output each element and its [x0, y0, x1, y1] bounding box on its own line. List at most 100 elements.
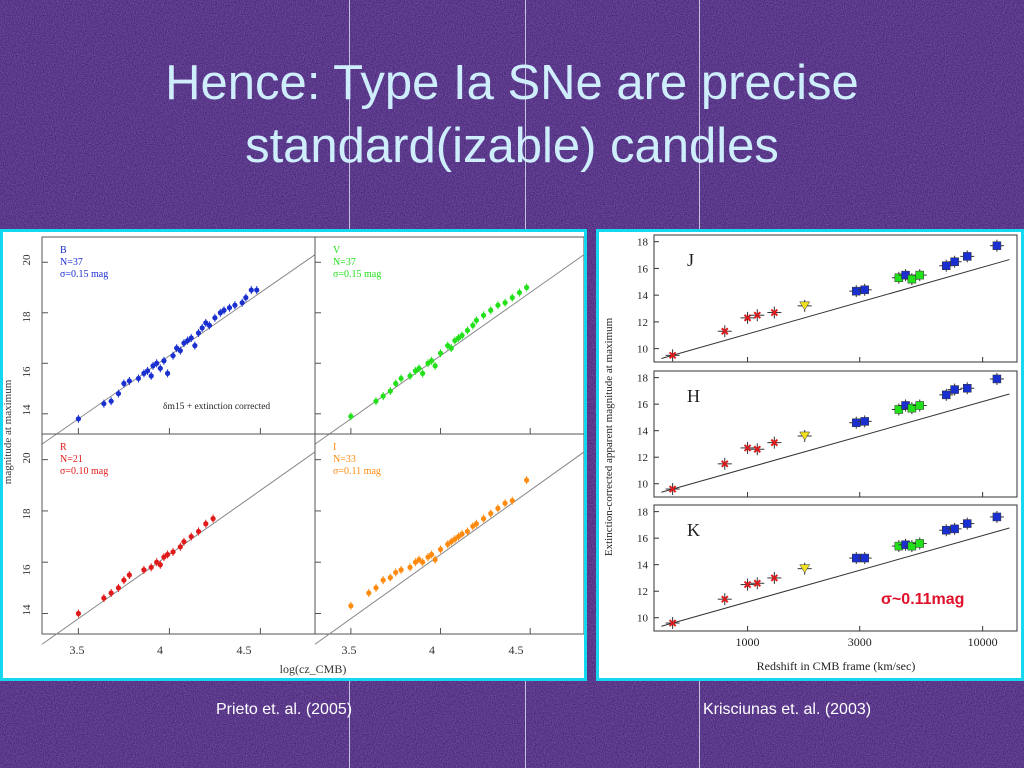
data-point-B — [181, 340, 187, 346]
data-point-I — [452, 536, 458, 542]
panel-label-I: I — [333, 442, 336, 453]
data-point-I — [448, 539, 454, 545]
data-point-V — [524, 284, 530, 291]
data-point-V — [407, 373, 413, 379]
data-point-B — [108, 398, 114, 404]
y-tick-label: 18 — [637, 507, 649, 519]
data-point-V — [398, 375, 404, 382]
data-point-V — [480, 312, 487, 318]
panel-n-I: N=33 — [333, 454, 356, 465]
data-point-V — [495, 302, 501, 308]
data-point-R — [161, 554, 167, 560]
panel-label-K: K — [687, 520, 700, 540]
data-point-H — [950, 385, 959, 394]
y-tick-label: 18 — [21, 311, 33, 323]
data-point-H — [992, 374, 1002, 384]
data-point-V — [416, 365, 422, 371]
data-point-I — [425, 554, 431, 560]
data-point-I — [509, 498, 515, 504]
data-point-K — [753, 579, 761, 587]
y-tick-label: 18 — [637, 373, 649, 385]
y-tick-label: 18 — [637, 237, 649, 249]
data-point-I — [459, 531, 465, 537]
data-point-B — [148, 373, 154, 379]
y-tick-label: 14 — [21, 404, 33, 416]
data-point-H — [941, 390, 951, 400]
data-point-I — [495, 505, 501, 511]
data-point-R — [177, 544, 183, 550]
data-point-I — [464, 528, 471, 535]
data-point-J — [668, 351, 677, 360]
data-point-I — [398, 567, 404, 573]
y-tick-label: 18 — [21, 508, 33, 520]
data-point-B — [115, 390, 122, 397]
panel-label-J: J — [687, 250, 694, 270]
data-point-R — [157, 562, 163, 568]
data-point-J — [962, 252, 972, 261]
x-axis-label: Redshift in CMB frame (km/sec) — [757, 659, 916, 673]
x-tick-label: 4.5 — [509, 643, 524, 657]
data-point-V — [473, 317, 479, 323]
data-point-J — [770, 308, 779, 317]
y-tick-label: 10 — [637, 479, 649, 491]
data-point-I — [445, 541, 451, 547]
x-tick-label: 3000 — [848, 635, 872, 649]
data-point-K — [721, 595, 729, 603]
data-point-I — [412, 559, 419, 565]
data-point-B — [195, 330, 202, 336]
data-point-J — [743, 314, 752, 322]
data-point-B — [170, 353, 176, 359]
panel-label-B: B — [60, 245, 67, 256]
title-line-2: standard(izable) candles — [245, 119, 779, 173]
data-point-H — [668, 485, 677, 493]
data-point-V — [464, 327, 471, 334]
x-tick-label: 10000 — [968, 635, 998, 649]
data-point-H — [962, 383, 972, 393]
data-point-V — [459, 332, 465, 339]
data-point-V — [509, 295, 515, 301]
data-point-R — [164, 551, 171, 558]
data-point-B — [188, 335, 194, 341]
data-point-B — [212, 315, 218, 321]
data-point-I — [420, 559, 426, 565]
x-tick-label: 1000 — [736, 635, 760, 649]
data-point-B — [126, 378, 132, 384]
data-point-I — [380, 577, 386, 583]
panel-n-V: N=37 — [333, 257, 356, 268]
data-point-H — [852, 418, 861, 427]
data-point-I — [373, 585, 379, 591]
data-point-B — [248, 287, 254, 293]
data-point-I — [393, 569, 399, 576]
data-point-B — [101, 401, 107, 407]
data-point-B — [135, 375, 142, 382]
panel-sigma-I: σ=0.11 mag — [333, 466, 381, 477]
data-point-B — [226, 305, 233, 311]
y-tick-label: 16 — [21, 366, 33, 378]
data-point-B — [185, 337, 191, 344]
data-point-J — [721, 327, 729, 335]
data-point-J — [915, 270, 924, 280]
data-point-I — [502, 500, 508, 506]
data-point-I — [348, 603, 354, 609]
data-point-I — [407, 564, 413, 570]
data-point-K — [799, 564, 811, 574]
data-point-V — [420, 370, 426, 376]
data-point-R — [154, 559, 160, 565]
data-point-H — [915, 401, 924, 410]
correction-note: δm15 + extinction corrected — [163, 402, 270, 412]
x-tick-label: 4 — [429, 643, 435, 657]
data-point-J — [907, 274, 917, 284]
data-point-R — [141, 567, 147, 573]
x-tick-label: 3.5 — [70, 643, 85, 657]
data-point-R — [195, 528, 202, 535]
y-tick-label: 16 — [637, 399, 649, 411]
y-tick-label: 20 — [21, 452, 33, 464]
data-point-V — [387, 388, 393, 394]
data-point-I — [470, 523, 476, 529]
data-point-R — [170, 549, 176, 555]
data-point-B — [232, 302, 238, 308]
data-point-B — [141, 370, 147, 376]
data-point-V — [432, 363, 438, 369]
data-point-K — [770, 574, 779, 582]
